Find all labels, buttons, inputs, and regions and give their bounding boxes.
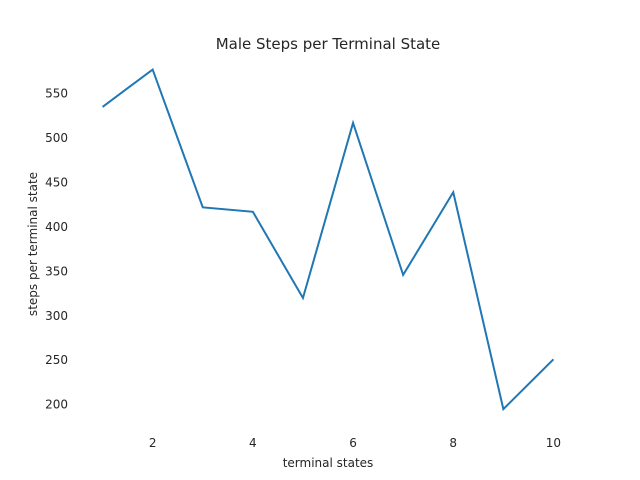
y-tick-label: 550 bbox=[45, 87, 68, 101]
y-tick-label: 400 bbox=[45, 220, 68, 234]
x-axis-ticks: 2 4 6 8 10 bbox=[149, 436, 561, 450]
x-tick-label: 6 bbox=[349, 436, 357, 450]
x-axis-label: terminal states bbox=[283, 456, 374, 470]
y-axis-label: steps per terminal state bbox=[26, 172, 40, 316]
y-axis-ticks: 200 250 300 350 400 450 500 550 bbox=[45, 87, 68, 412]
x-tick-label: 4 bbox=[249, 436, 257, 450]
y-tick-label: 200 bbox=[45, 398, 68, 412]
x-tick-label: 2 bbox=[149, 436, 157, 450]
y-tick-label: 250 bbox=[45, 353, 68, 367]
y-tick-label: 350 bbox=[45, 264, 68, 278]
y-tick-label: 450 bbox=[45, 175, 68, 189]
x-tick-label: 8 bbox=[449, 436, 457, 450]
series-line-0 bbox=[101, 67, 555, 412]
x-tick-label: 10 bbox=[546, 436, 561, 450]
plot-area bbox=[101, 67, 555, 412]
y-tick-label: 500 bbox=[45, 131, 68, 145]
chart-title: Male Steps per Terminal State bbox=[216, 35, 441, 53]
y-tick-label: 300 bbox=[45, 309, 68, 323]
